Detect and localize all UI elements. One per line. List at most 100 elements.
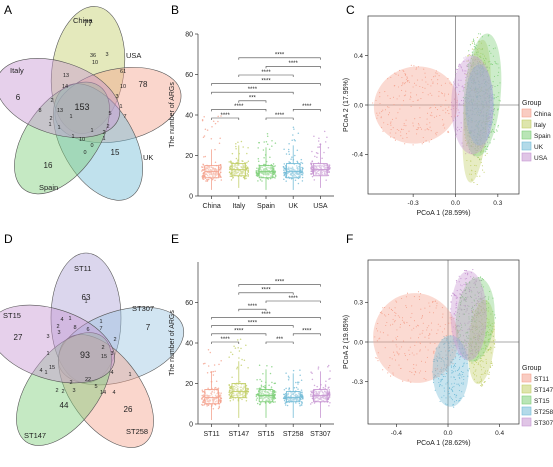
data-point [290,394,292,397]
venn-set-china[interactable] [43,2,132,139]
data-point [258,142,260,144]
data-point [210,137,213,140]
pcoa-plot-c: -0.3 0.0 0.3 0.4 0.0 -0.4 PCoA 1 (28.59%) PCoA … [343,15,551,217]
data-point [257,392,259,395]
venn-set-usa[interactable] [48,56,188,153]
data-point [494,131,496,133]
boxplot-b: 0 20 40 60 80 The number of ARGs China Italy Spa… [169,32,334,210]
data-point [444,82,446,84]
data-point [413,65,415,67]
confidence-ellipse-usa[interactable] [451,55,494,155]
venn-set-uk[interactable] [35,69,161,216]
data-point [232,395,235,397]
data-point [315,390,318,393]
data-point [245,177,247,180]
data-point [220,115,222,117]
data-point [309,403,312,405]
venn-unique-count: 26 [124,405,133,414]
box-st147[interactable] [231,383,247,399]
data-point [325,166,327,169]
data-point [472,269,474,271]
data-point [430,106,432,108]
venn-set-st307[interactable] [48,293,193,400]
data-point [201,170,203,172]
data-point [301,180,304,182]
data-point [235,164,237,166]
y-axis-label: PCoA 2 (19.85%) [343,315,350,369]
data-point [243,386,245,389]
data-point [327,146,330,149]
data-point [274,142,277,144]
venn-set-st15[interactable] [0,291,125,398]
box-st258[interactable] [285,391,301,403]
data-point [455,280,457,282]
data-point [447,93,450,95]
data-point [321,399,323,402]
data-point [233,389,235,392]
venn-region-count: 10 [92,60,98,66]
x-tick-label: -0.3 [408,200,420,207]
data-point [270,386,273,388]
data-point [205,173,207,175]
data-point [210,166,213,168]
data-point [270,166,273,168]
venn-unique-count: 7 [146,323,151,332]
data-point [257,169,259,172]
data-point [288,377,290,379]
data-point [311,167,313,170]
data-point [202,400,204,403]
venn-set-st258[interactable] [39,318,172,464]
box-st11[interactable] [204,389,219,405]
y-tick-label: 20 [185,381,193,388]
data-point [295,399,298,402]
venn-set-italy[interactable] [0,44,130,152]
x-tick-label: 0.0 [451,200,460,207]
data-point [310,166,312,169]
significance-label: **** [221,113,231,119]
pcoa-plot-f: -0.4 0.0 0.4 0.3 0.0 -0.3 PCoA 1 (28.62%) PCoA … [343,259,553,447]
data-point [267,172,269,175]
confidence-ellipse-st307[interactable] [450,270,487,361]
venn-region-count: 1 [71,134,74,140]
data-point [239,380,241,383]
data-point [271,140,273,142]
data-point [404,143,406,145]
data-point [255,174,258,177]
data-point [229,167,231,170]
data-point [415,68,417,70]
data-point [481,165,483,167]
x-tick-label: -0.4 [391,430,403,437]
data-point [450,295,453,297]
data-point [317,173,320,175]
x-tick-label: UK [288,203,298,210]
significance-label: **** [248,320,258,326]
data-point [418,124,420,126]
data-point [430,85,432,87]
data-point [311,160,313,163]
venn-region-count: 1 [128,372,131,378]
data-point [241,172,244,174]
data-point [295,381,297,384]
data-point [209,173,212,175]
data-point [286,393,289,395]
venn-region-count: 14 [100,390,106,396]
data-point [231,152,234,155]
data-point [288,153,291,156]
data-point [301,174,304,176]
venn-set-st147[interactable] [0,316,131,462]
data-point [257,157,260,160]
box-uk[interactable] [285,163,301,179]
data-point [383,122,385,124]
significance-bracket [211,91,294,95]
data-point [325,164,327,166]
x-tick-label: USA [313,203,328,210]
data-point [269,172,272,175]
venn-set-spain[interactable] [0,65,129,211]
data-point [260,380,263,383]
data-point [482,169,484,171]
data-point [454,115,456,117]
data-point [429,107,431,109]
venn-set-st11[interactable] [50,252,122,384]
venn-region-count: 2 [56,324,59,330]
data-point [311,150,313,153]
